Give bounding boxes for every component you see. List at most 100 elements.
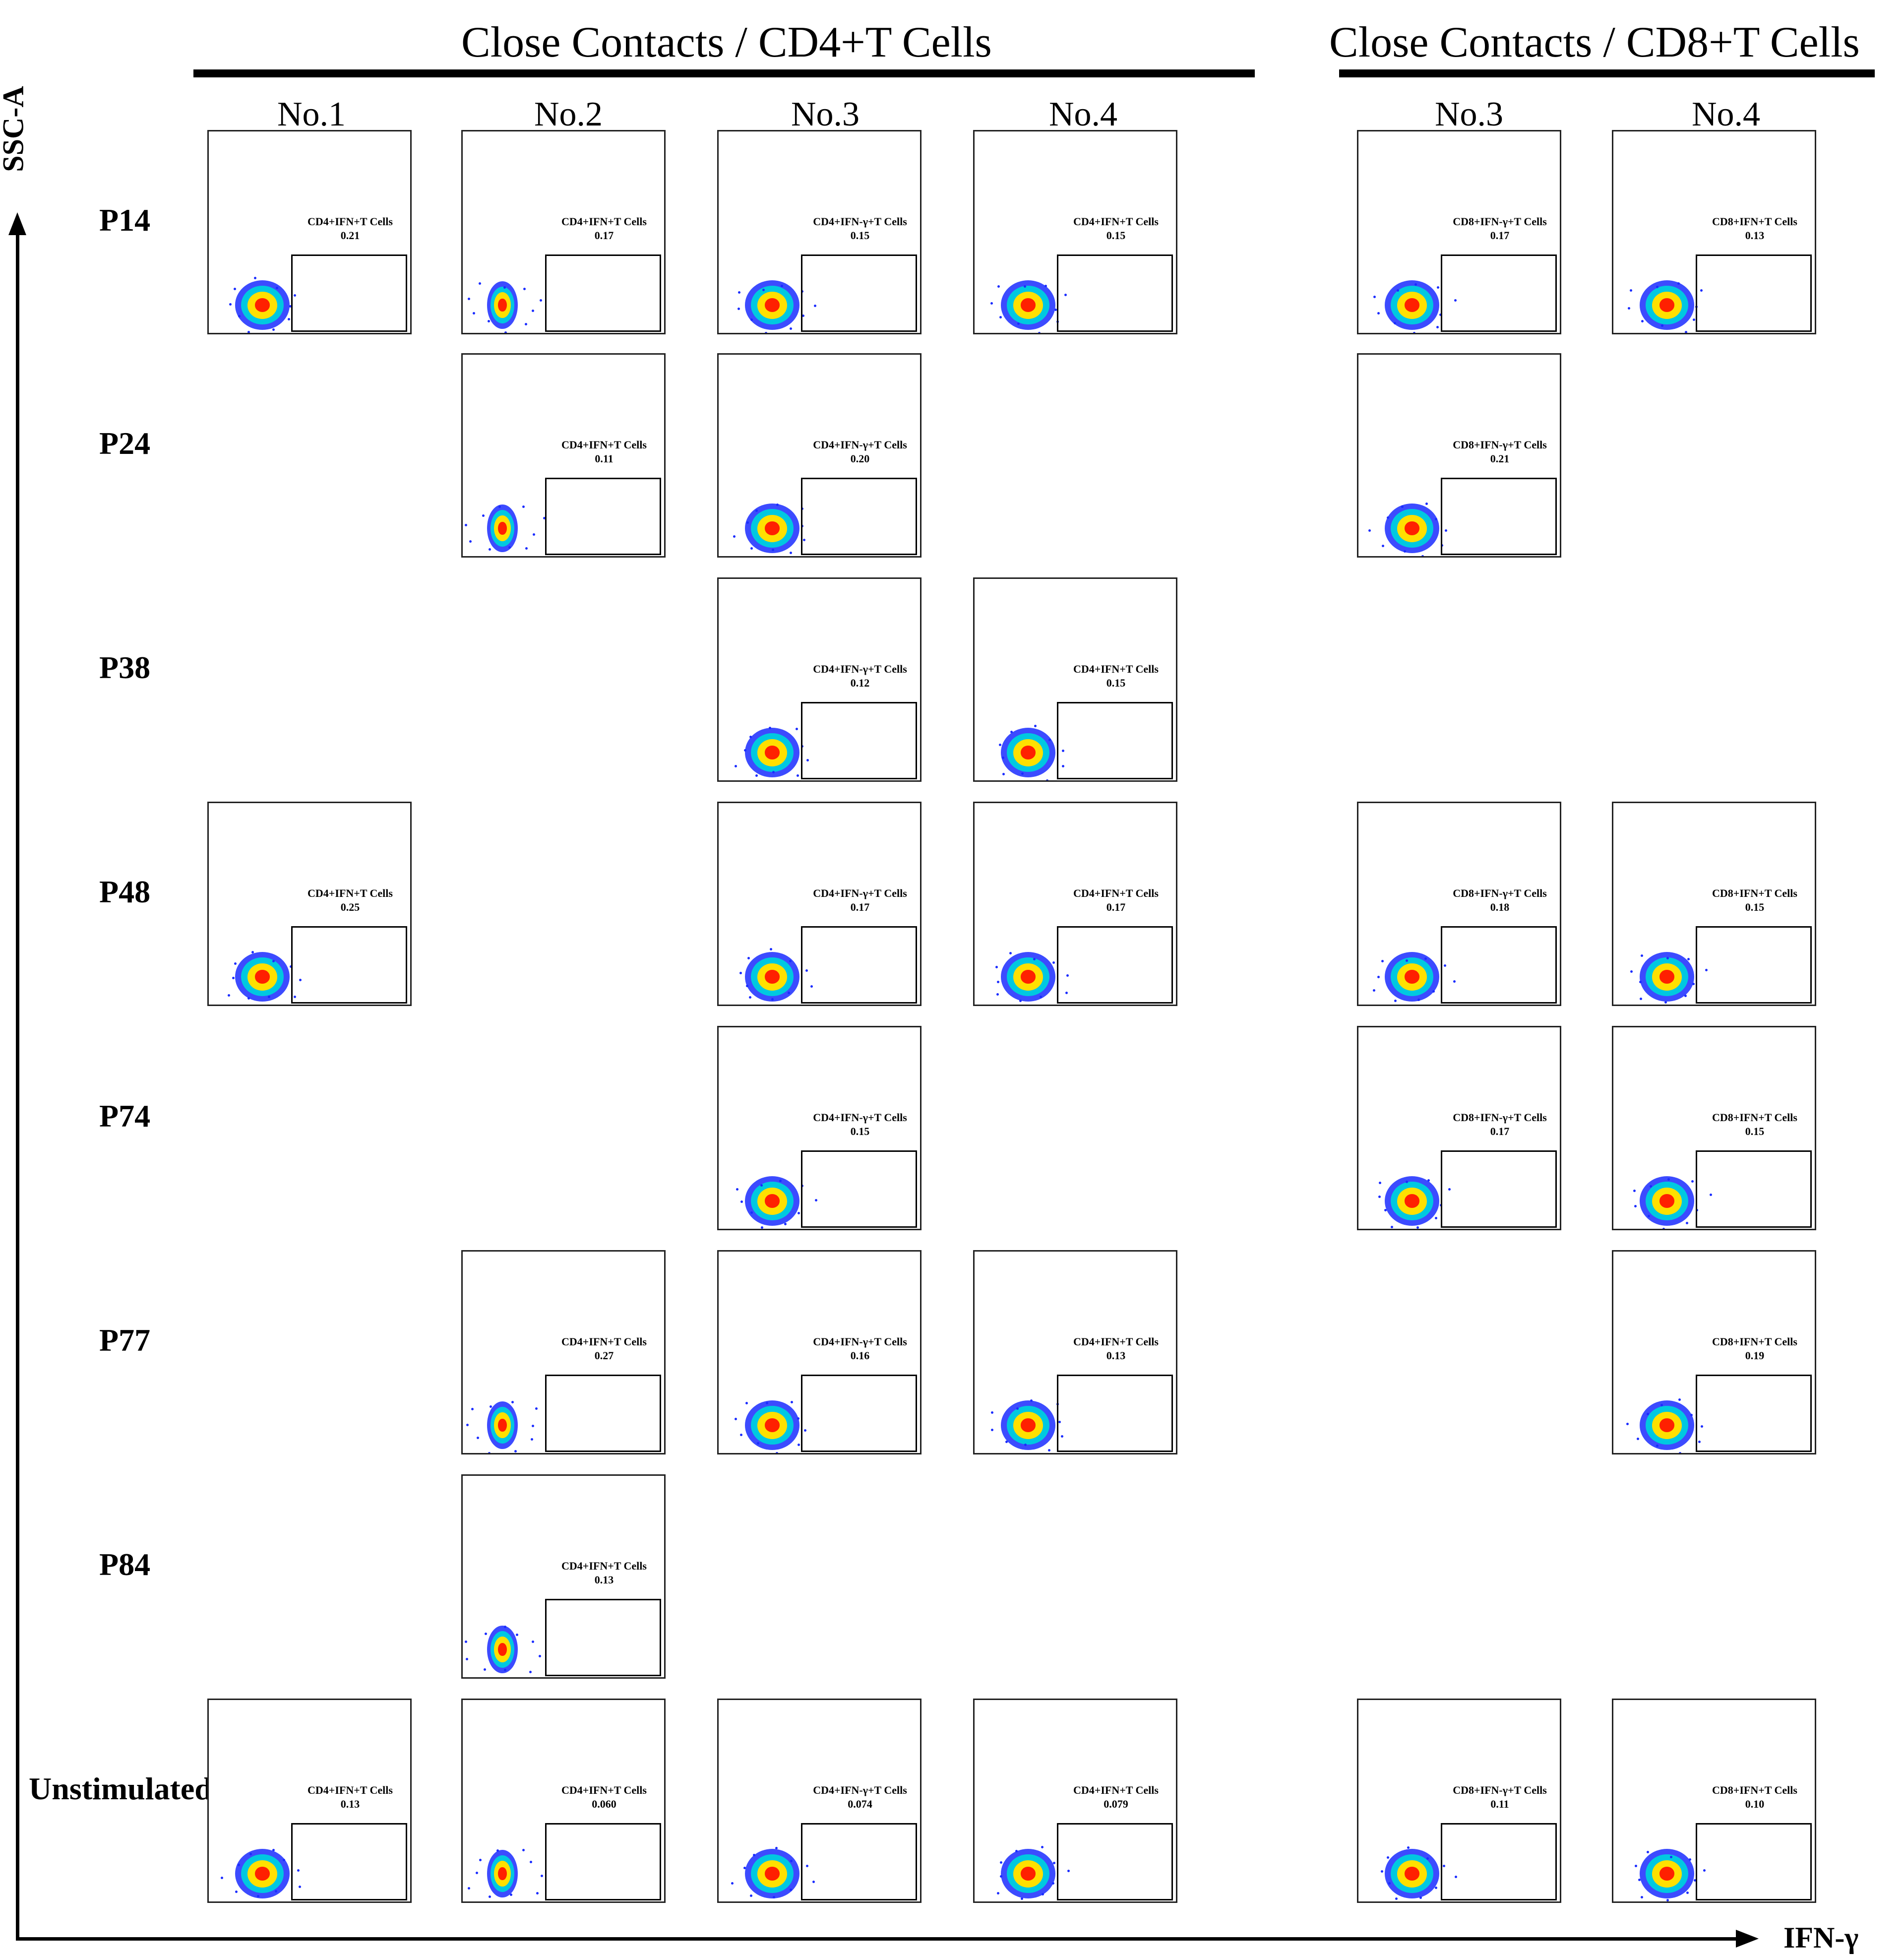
event-dot [503, 1626, 506, 1629]
event-dot [1684, 994, 1687, 997]
event-dot [1368, 529, 1371, 532]
event-dot [1024, 1443, 1027, 1446]
gate-name: CD4+IFN+T Cells [1073, 663, 1159, 675]
event-dot [743, 749, 746, 752]
cell-density-cloud [254, 1867, 270, 1881]
event-dot [764, 332, 767, 333]
event-dot [522, 505, 525, 508]
gate-percentage: 0.11 [595, 452, 614, 465]
gate-percentage: 0.16 [850, 1349, 870, 1362]
event-dot [228, 994, 231, 997]
event-dot [1048, 739, 1051, 742]
event-dot [1372, 989, 1375, 992]
event-dot [773, 1895, 776, 1898]
event-dot [1435, 1216, 1438, 1219]
gate-box [801, 1375, 917, 1452]
event-dot [995, 966, 998, 969]
event-dot [788, 991, 791, 994]
event-dot [1425, 503, 1428, 505]
gate-name: CD4+IFN+T Cells [1073, 1335, 1159, 1348]
event-dot [736, 1188, 738, 1191]
event-dot [485, 1633, 488, 1636]
gate-box [1696, 926, 1812, 1004]
event-dot [1435, 518, 1438, 521]
flow-plot: CD8+IFN+T Cells 0.15 [1612, 802, 1816, 1006]
gate-name: CD4+IFN+T Cells [1073, 1784, 1159, 1796]
row-label: P74 [99, 1098, 151, 1134]
gate-box [1696, 254, 1812, 332]
gate-percentage: 0.15 [850, 1125, 870, 1137]
event-dot [482, 514, 485, 517]
event-dot [1698, 1441, 1701, 1444]
event-dot [806, 759, 809, 762]
event-dot [739, 971, 742, 974]
event-dot [760, 1184, 763, 1187]
event-dot [1417, 999, 1420, 1002]
event-dot [797, 1444, 800, 1447]
event-dot [1005, 1440, 1008, 1443]
event-dot [1434, 1887, 1437, 1890]
event-dot [288, 317, 291, 320]
cell-density-cloud [764, 521, 780, 535]
flow-plot: CD4+IFN-γ+T Cells 0.12 [717, 577, 921, 782]
event-dot [737, 307, 740, 310]
column-label: No.4 [1691, 95, 1761, 133]
gate-label: CD4+IFN-γ+T Cells 0.15 [798, 215, 920, 242]
gate-label: CD4+IFN+T Cells 0.17 [1054, 886, 1176, 914]
event-dot [256, 1894, 259, 1897]
event-dot [999, 316, 1002, 319]
event-dot [247, 331, 250, 333]
gate-box [545, 1375, 661, 1452]
gate-label: CD4+IFN+T Cells 0.25 [288, 886, 410, 914]
cell-density-cloud [764, 298, 780, 312]
cell-density-cloud [498, 298, 507, 312]
event-dot [743, 1867, 746, 1870]
flow-plot: CD8+IFN+T Cells 0.10 [1612, 1699, 1816, 1903]
event-dot [1688, 1858, 1691, 1861]
gate-percentage: 0.13 [340, 1797, 360, 1810]
event-dot [740, 1433, 743, 1436]
event-dot [1443, 964, 1446, 967]
event-dot [234, 962, 237, 965]
event-dot [789, 327, 792, 330]
event-dot [235, 1890, 238, 1893]
event-dot [465, 1640, 467, 1643]
event-dot [762, 288, 765, 291]
event-dot [275, 287, 278, 290]
event-dot [1000, 1861, 1003, 1864]
event-dot [466, 1424, 469, 1427]
gate-box [545, 478, 661, 555]
event-dot [1002, 773, 1005, 776]
cell-density-cloud [1020, 1867, 1036, 1881]
cell-density-cloud [1659, 298, 1675, 312]
event-dot [1390, 1225, 1393, 1228]
cell-density-cloud [764, 1194, 780, 1208]
event-dot [1448, 1188, 1451, 1191]
event-dot [1020, 1897, 1023, 1900]
row-label: P84 [99, 1547, 151, 1582]
gate-box [1441, 926, 1557, 1004]
y-axis-arrow [8, 212, 26, 235]
gate-percentage: 0.21 [1490, 452, 1510, 465]
event-dot [540, 299, 543, 302]
event-dot [1393, 321, 1396, 324]
flow-plot: CD4+IFN+T Cells 0.21 [207, 130, 412, 334]
event-dot [249, 1852, 252, 1855]
gate-name: CD8+IFN+T Cells [1712, 1111, 1797, 1124]
event-dot [1058, 1420, 1061, 1423]
event-dot [802, 538, 805, 541]
gate-percentage: 0.13 [594, 1573, 614, 1586]
gate-percentage: 0.074 [848, 1797, 872, 1810]
event-dot [769, 726, 772, 729]
event-dot [1646, 1851, 1649, 1854]
row-label: P48 [99, 874, 151, 909]
event-dot [251, 951, 254, 954]
event-dot [272, 959, 275, 962]
gate-name: CD4+IFN+T Cells [561, 215, 647, 228]
event-dot [496, 1849, 499, 1852]
event-dot [1426, 1857, 1429, 1860]
event-dot [483, 1668, 486, 1671]
gate-box [545, 254, 661, 332]
gate-name: CD4+IFN-γ+T Cells [813, 1335, 907, 1348]
cell-density-cloud [1404, 298, 1420, 312]
